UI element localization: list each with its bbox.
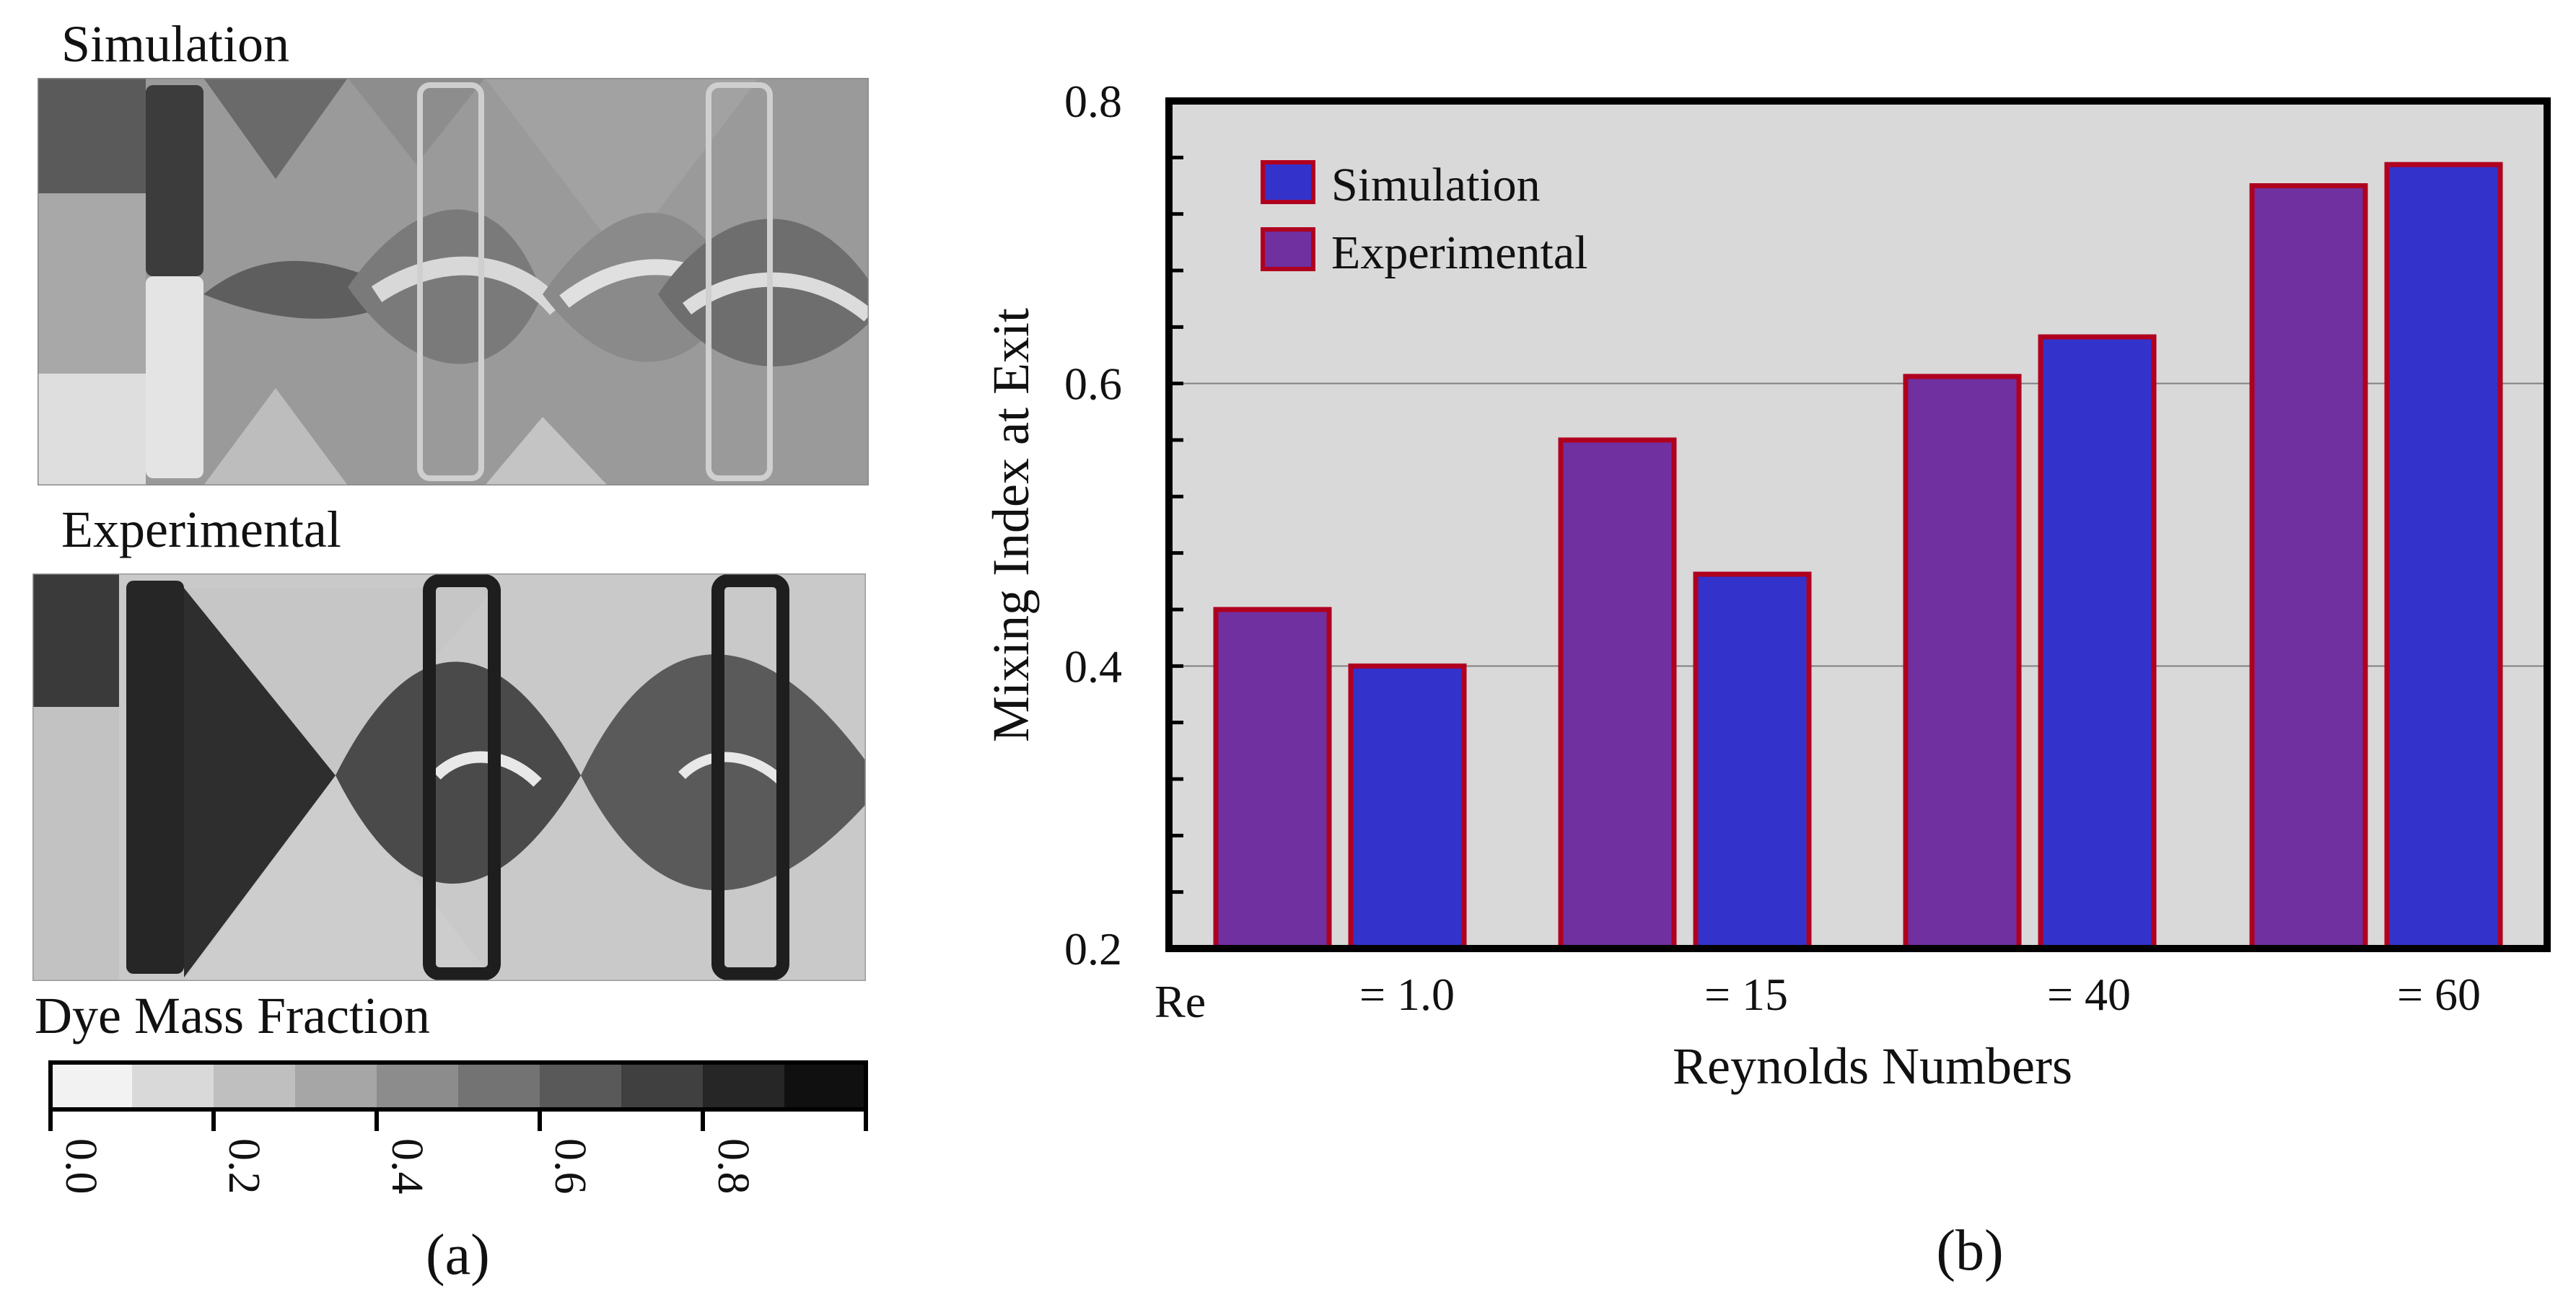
colorbar-tick-label: 0.6 bbox=[546, 1138, 595, 1195]
colorbar-tick-label: 0.8 bbox=[709, 1138, 758, 1195]
colorbar-title: Dye Mass Fraction bbox=[35, 987, 430, 1044]
legend: Simulation Experimental bbox=[1261, 159, 1588, 279]
colorbar-tick-label: 0.0 bbox=[56, 1138, 105, 1195]
bar-simulation bbox=[2384, 162, 2503, 951]
legend-swatch-experimental bbox=[1261, 227, 1315, 271]
y-tick-label: 0.4 bbox=[1064, 641, 1122, 692]
colorbar-swatch bbox=[458, 1063, 540, 1109]
colorbar-swatch bbox=[214, 1063, 296, 1109]
legend-label-simulation: Simulation bbox=[1331, 159, 1541, 211]
bar-experimental bbox=[1558, 437, 1677, 951]
y-tick-label: 0.6 bbox=[1064, 359, 1122, 410]
legend-label-experimental: Experimental bbox=[1331, 226, 1588, 279]
bar-simulation bbox=[2038, 334, 2157, 951]
colorbar-swatch bbox=[621, 1063, 704, 1109]
x-axis-label: Reynolds Numbers bbox=[1673, 1037, 2072, 1095]
simulation-image bbox=[38, 78, 869, 485]
y-tick-label: 0.8 bbox=[1064, 76, 1122, 127]
colorbar-swatch bbox=[377, 1063, 459, 1109]
bar-experimental bbox=[1213, 607, 1332, 951]
y-tick-label: 0.2 bbox=[1064, 923, 1122, 975]
legend-swatch-simulation bbox=[1261, 160, 1315, 204]
bar-simulation bbox=[1693, 571, 1812, 951]
colorbar-tick-label: 0.4 bbox=[382, 1138, 431, 1195]
caption-a: (a) bbox=[426, 1223, 490, 1287]
colorbar-swatch bbox=[784, 1063, 867, 1109]
re-prefix: Re bbox=[1155, 976, 1206, 1027]
colorbar-tick-label: 0.2 bbox=[219, 1138, 268, 1195]
experimental-image bbox=[32, 573, 866, 981]
bar-experimental bbox=[1903, 374, 2022, 951]
colorbar-swatch bbox=[295, 1063, 377, 1109]
plot-border bbox=[1165, 97, 2551, 952]
x-tick-label: = 15 bbox=[1704, 969, 1788, 1020]
colorbar: 0.0 0.2 0.4 0.6 0.8 1.0 bbox=[48, 1060, 880, 1195]
bar-simulation bbox=[1348, 663, 1467, 951]
x-tick-label: = 1.0 bbox=[1359, 969, 1455, 1020]
x-tick-label: = 40 bbox=[2047, 969, 2131, 1020]
colorbar-swatch bbox=[540, 1063, 622, 1109]
colorbar-tick-label: 1.0 bbox=[872, 1138, 880, 1195]
colorbar-swatch bbox=[132, 1063, 214, 1109]
caption-b: (b) bbox=[1936, 1219, 2003, 1283]
x-tick-label: = 60 bbox=[2397, 969, 2481, 1020]
experimental-title: Experimental bbox=[61, 501, 341, 558]
colorbar-swatch bbox=[703, 1063, 785, 1109]
simulation-title: Simulation bbox=[61, 15, 290, 73]
y-axis-label: Mixing Index at Exit bbox=[982, 308, 1040, 742]
colorbar-swatch bbox=[51, 1063, 133, 1109]
bar-experimental bbox=[2249, 183, 2368, 951]
